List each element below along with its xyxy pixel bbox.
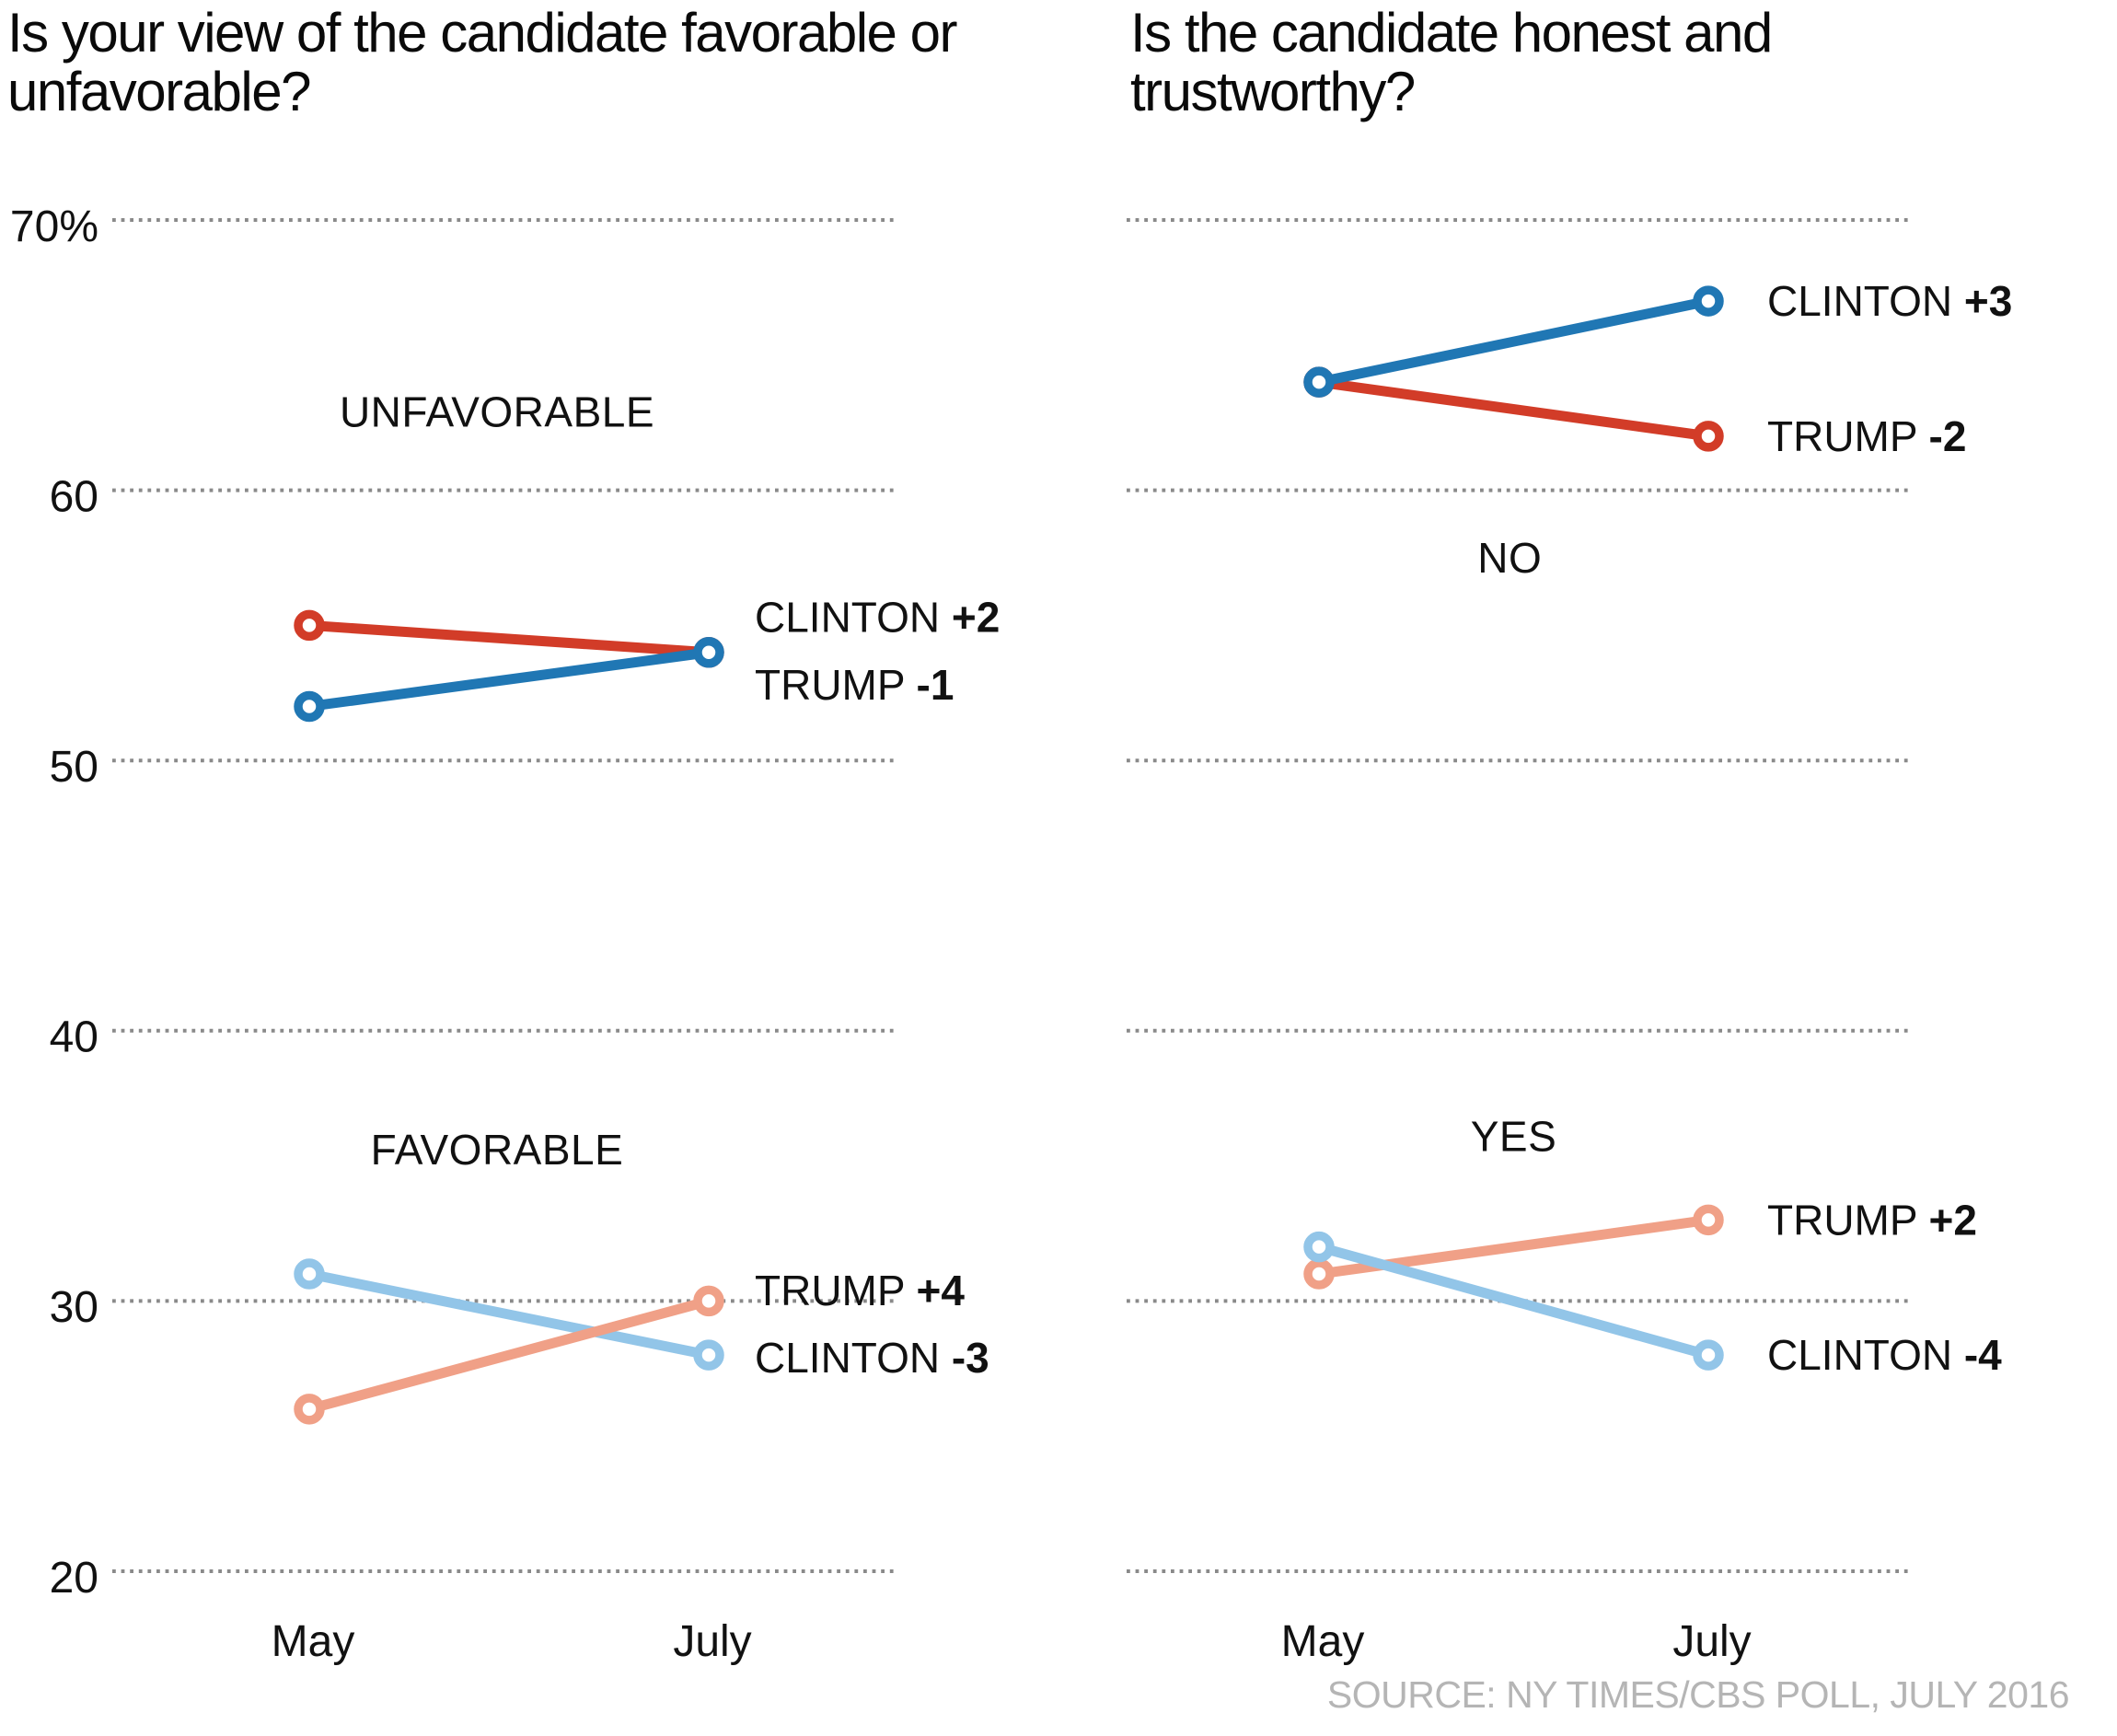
data-point-marker [1693, 285, 1724, 317]
data-point-marker [294, 1394, 325, 1425]
panel-title-favorability: Is your view of the candidate favorable … [7, 2, 957, 122]
x-tick-label: July [1672, 1617, 1751, 1666]
data-point-marker [1693, 1204, 1724, 1236]
series-label: CLINTON +2 [755, 594, 1000, 642]
data-point-marker [693, 637, 724, 668]
data-point-marker [294, 609, 325, 642]
group-label: FAVORABLE [371, 1126, 624, 1174]
y-tick-label: 70% [10, 203, 98, 251]
data-point-marker [1303, 1231, 1335, 1263]
data-point-marker [1303, 1258, 1335, 1290]
data-point-marker [1693, 1339, 1724, 1371]
series-label: TRUMP +4 [755, 1267, 965, 1314]
trend-line [1317, 1242, 1710, 1360]
series-label: TRUMP -1 [755, 661, 954, 709]
series-label: CLINTON -4 [1767, 1331, 2002, 1379]
group-label: UNFAVORABLE [340, 388, 654, 436]
y-tick-label: 30 [50, 1283, 98, 1332]
series-label: TRUMP -2 [1767, 412, 1966, 460]
series-label: CLINTON -3 [755, 1334, 989, 1382]
panel-title-honesty: Is the candidate honest and trustworthy? [1130, 2, 1773, 122]
trend-line [307, 1296, 711, 1415]
series-label: CLINTON +3 [1767, 277, 2012, 325]
data-point-marker [1693, 421, 1724, 452]
group-label: NO [1477, 534, 1542, 582]
y-tick-label: 40 [50, 1013, 98, 1062]
data-point-marker [294, 1258, 325, 1290]
y-tick-label: 60 [50, 472, 98, 521]
x-tick-label: May [1281, 1617, 1365, 1666]
y-tick-label: 50 [50, 743, 98, 792]
trend-line [308, 647, 710, 712]
data-point-marker [693, 1339, 724, 1371]
series-label: TRUMP +2 [1767, 1196, 1977, 1244]
data-point-marker [1303, 366, 1335, 398]
trend-line [1317, 295, 1710, 388]
trend-line [1318, 376, 1709, 442]
trend-line [308, 619, 710, 658]
trend-line [307, 1268, 711, 1360]
data-point-marker [294, 690, 325, 723]
group-label: YES [1471, 1112, 1557, 1160]
data-point-marker [693, 1285, 724, 1317]
y-tick-label: 20 [50, 1554, 98, 1603]
x-tick-label: May [272, 1617, 355, 1666]
source-note: SOURCE: NY TIMES/CBS POLL, JULY 2016 [1326, 1673, 2070, 1716]
x-tick-label: July [673, 1617, 751, 1666]
